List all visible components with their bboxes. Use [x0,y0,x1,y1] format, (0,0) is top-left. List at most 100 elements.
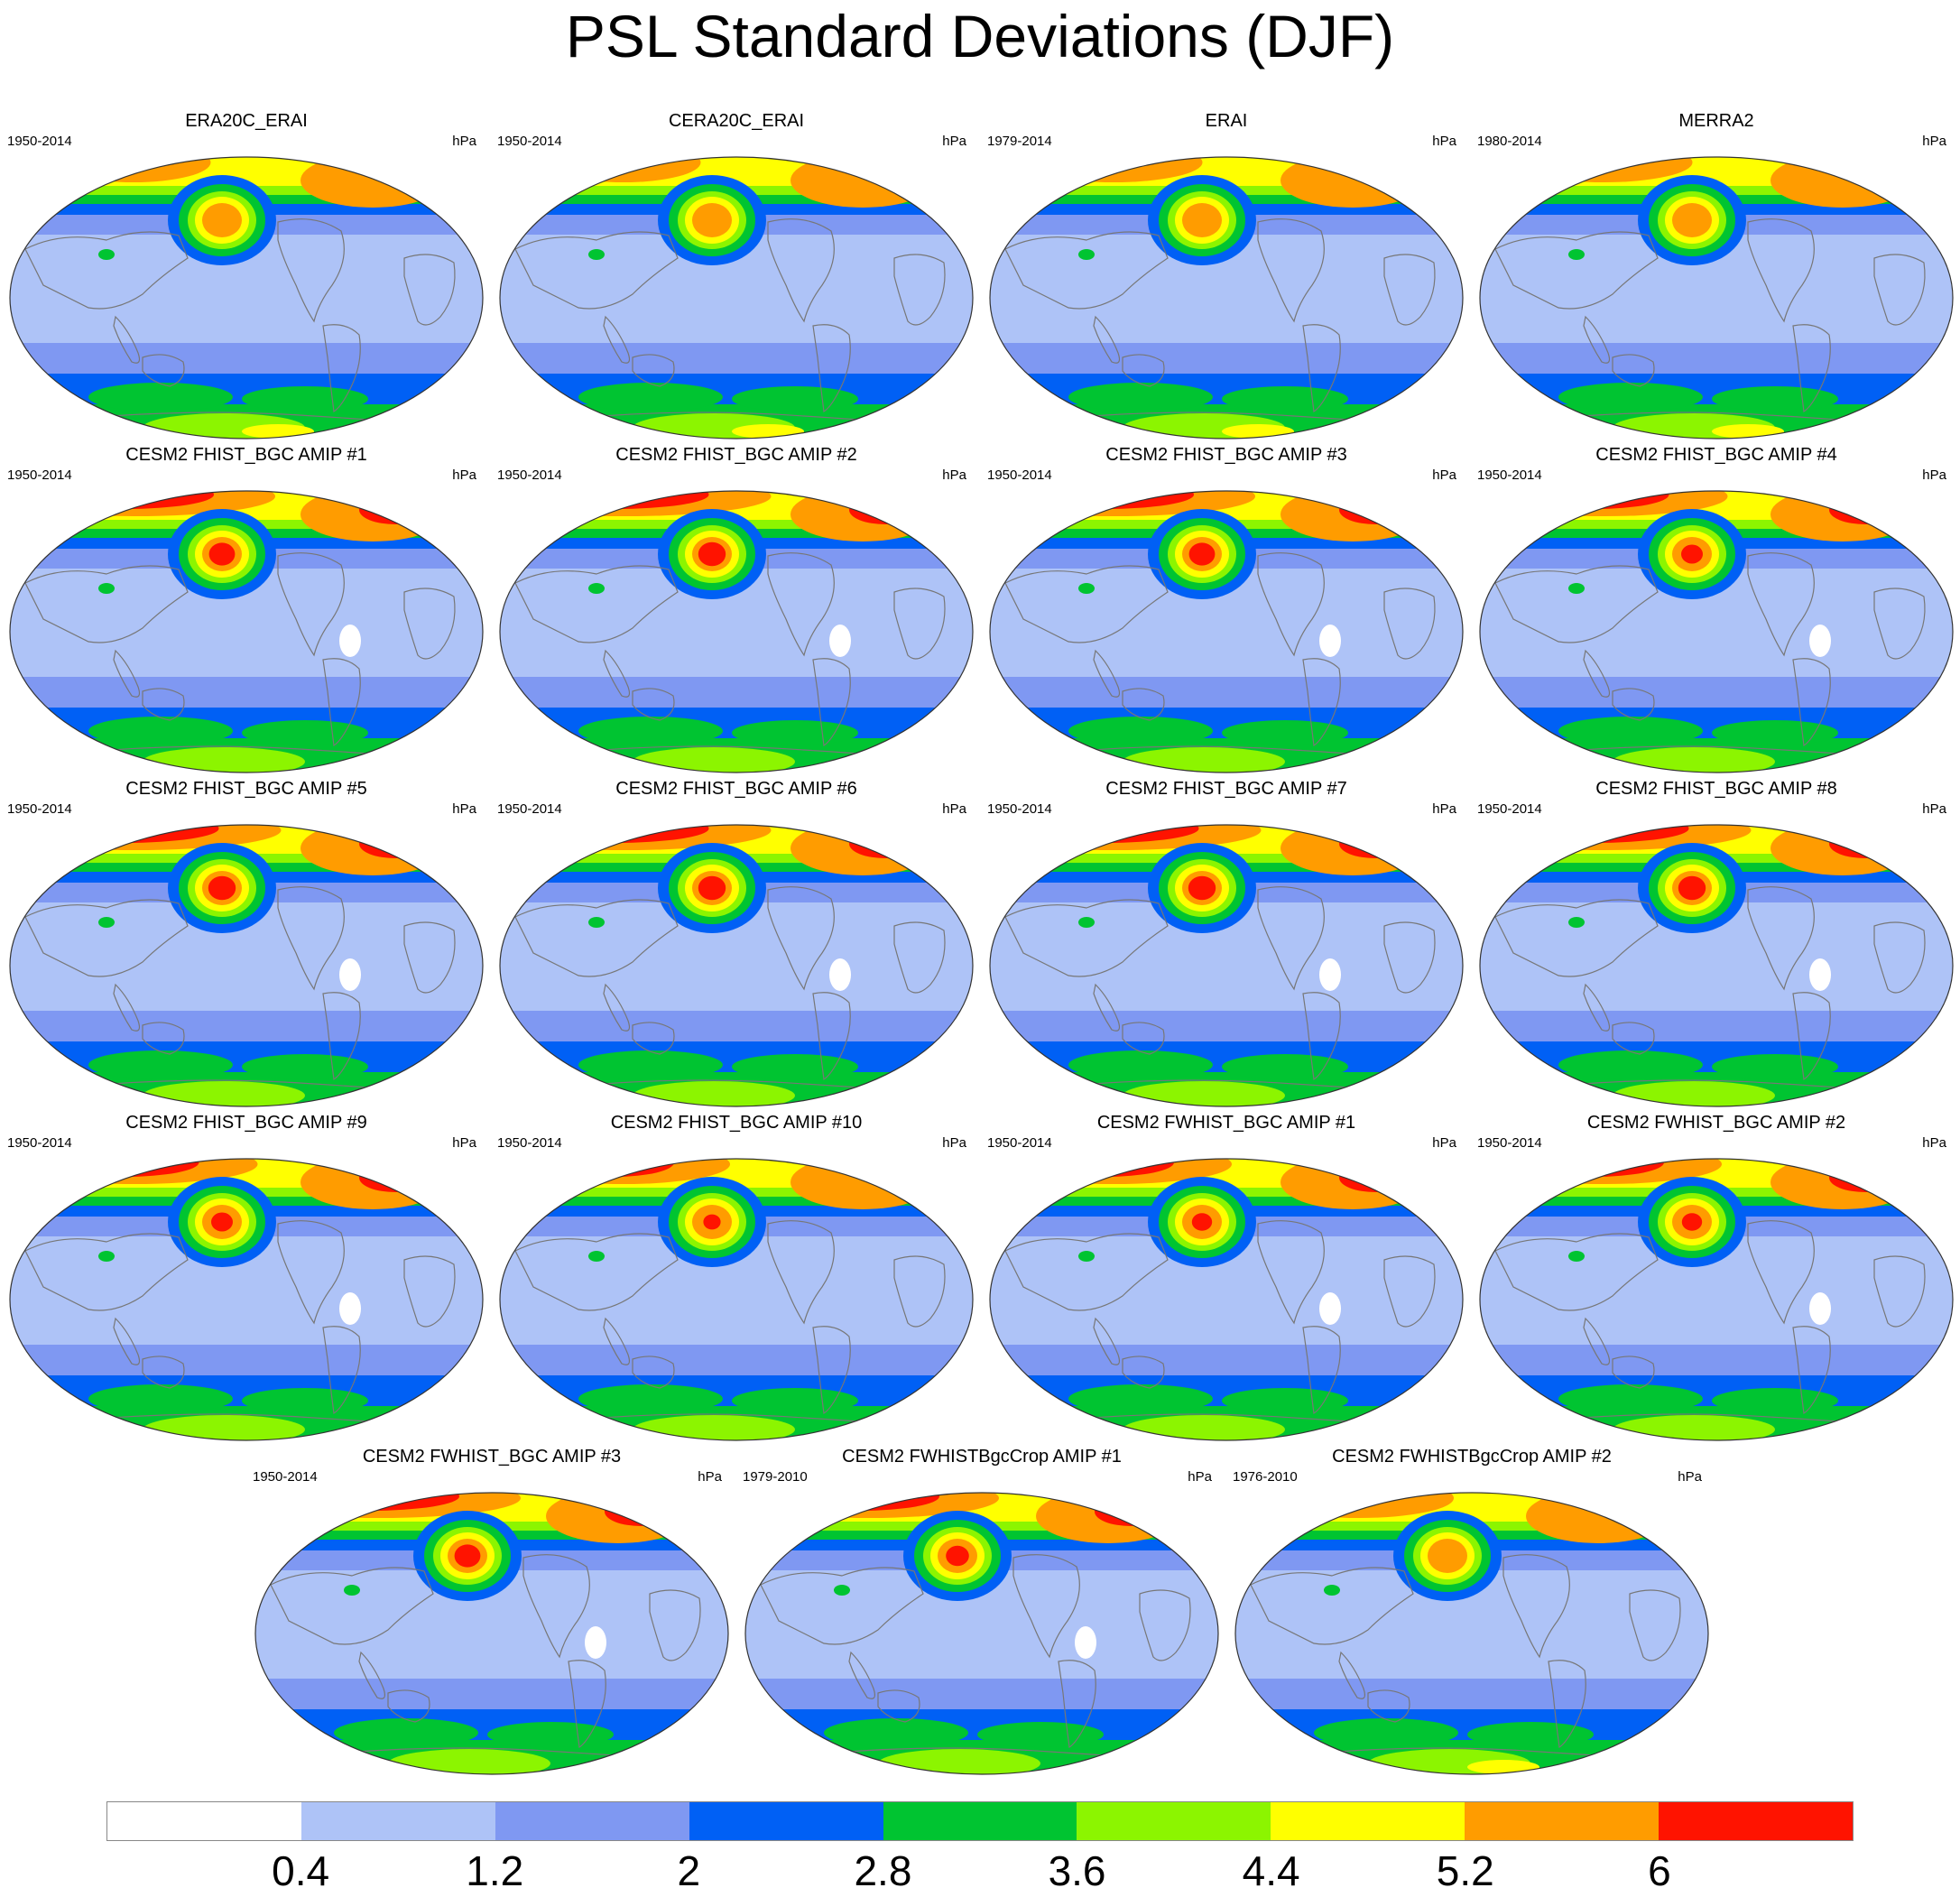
panel-unit: hPa [452,134,476,149]
map-frame [989,490,1464,773]
south-blob-green-2 [732,720,858,745]
africa-outline [893,921,946,994]
atlantic-red [849,495,921,524]
south-band-mid-blue [10,677,483,713]
southeast-asia-outline [1093,315,1121,364]
australia-outline [1612,1356,1655,1389]
map-panel: CESM2 FHIST_BGC AMIP #1 1950-2014 hPa [7,444,485,778]
map-frame [9,156,484,440]
south-blob-green-2 [487,1722,614,1747]
map-frame [499,1158,974,1441]
africa-outline [1873,588,1926,660]
africa-outline [893,254,946,326]
panel-unit: hPa [452,801,476,817]
aleutian-orange [1672,203,1712,237]
map-svg [9,1158,484,1441]
aleutian-red [211,1212,233,1232]
south-blob-green-2 [1222,1388,1348,1413]
south-blob-green-1 [88,1050,233,1079]
panel-period: 1979-2010 [743,1469,808,1485]
south-band-mid-blue [1480,677,1953,713]
aleutian-red [698,875,726,901]
map-svg [1479,156,1954,440]
map-svg [499,156,974,440]
tropical-white-patch [1319,625,1341,657]
eurasia-outline [24,565,189,643]
tibet-green [344,1585,360,1596]
antarctic-lime-2 [524,756,633,773]
southeast-asia-outline [1093,983,1121,1032]
map-panel: CESM2 FWHIST_BGC AMIP #1 1950-2014 hPa [987,1112,1465,1446]
colorbar-tick-label: 4.4 [1242,1847,1300,1894]
southeast-asia-outline [1093,1317,1121,1365]
map-field [990,825,1463,1106]
southeast-asia-outline [358,1651,386,1699]
map-svg [499,490,974,773]
south-blob-green-1 [1558,383,1703,412]
south-america-outline [812,658,851,747]
south-band-mid-blue [1480,343,1953,379]
antarctic-yellow [1222,424,1294,439]
tropical-white-patch [1809,625,1831,657]
antarctic-lime-2 [280,1758,388,1774]
map-field [1235,1493,1708,1774]
panel-period: 1950-2014 [7,134,72,149]
tibet-green [588,249,605,260]
map-panel: CESM2 FHIST_BGC AMIP #5 1950-2014 hPa [7,778,485,1112]
australia-outline [632,1356,675,1389]
panel-unit: hPa [942,467,966,483]
south-blob-green-1 [88,717,233,745]
map-field [10,825,483,1106]
australia-outline [1612,1022,1655,1055]
australia-outline [1367,1689,1410,1723]
south-band-mid-blue [500,677,973,713]
australia-outline [142,1022,185,1055]
south-blob-green-2 [242,720,368,745]
antarctic-lime-2 [34,422,143,439]
atlantic-red [849,829,921,858]
map-svg [989,1158,1464,1441]
south-america-outline [1058,1660,1096,1749]
panel-title: CESM2 FHIST_BGC AMIP #4 [1595,445,1837,465]
south-blob-green-1 [578,1050,723,1079]
eurasia-outline [1494,231,1659,310]
aleutian-red [208,542,236,566]
colorbar-swatch [107,1802,301,1840]
atlantic-red [1095,1497,1167,1526]
panel-period: 1950-2014 [253,1469,318,1485]
antarctic-lime-2 [524,1424,633,1440]
map-frame [1479,824,1954,1107]
atlantic-orange [1280,157,1425,208]
map-panel: CESM2 FWHISTBgcCrop AMIP #2 1976-2010 hPa [1233,1446,1711,1780]
panel-title: MERRA2 [1678,111,1754,131]
panel-title: CESM2 FHIST_BGC AMIP #5 [125,779,367,799]
panel-period: 1950-2014 [7,1135,72,1151]
map-panel: CESM2 FHIST_BGC AMIP #6 1950-2014 hPa [497,778,975,1112]
panel-title: CESM2 FHIST_BGC AMIP #8 [1595,779,1837,799]
north-america-outline [277,552,345,657]
eurasia-outline [1004,1233,1169,1311]
map-svg [254,1492,729,1775]
tibet-green [1568,1251,1585,1262]
panel-unit: hPa [1922,134,1946,149]
south-america-outline [1302,1326,1341,1415]
atlantic-orange [790,1159,935,1209]
panel-period: 1950-2014 [497,801,562,817]
tibet-green [98,1251,115,1262]
aleutian-orange [692,203,732,237]
africa-outline [893,588,946,660]
panel-period: 1980-2014 [1477,134,1542,149]
south-blob-green-1 [88,383,233,412]
africa-outline [1383,588,1436,660]
south-blob-green-1 [1558,1050,1703,1079]
panel-title: CESM2 FHIST_BGC AMIP #1 [125,445,367,465]
antarctic-lime-2 [1014,1424,1123,1440]
south-america-outline [812,992,851,1081]
southeast-asia-outline [1583,983,1611,1032]
map-frame [499,824,974,1107]
africa-outline [1873,921,1926,994]
eurasia-outline [514,1233,679,1311]
colorbar-tick-label: 5.2 [1436,1847,1494,1894]
north-america-outline [1747,218,1815,323]
australia-outline [1122,1022,1165,1055]
